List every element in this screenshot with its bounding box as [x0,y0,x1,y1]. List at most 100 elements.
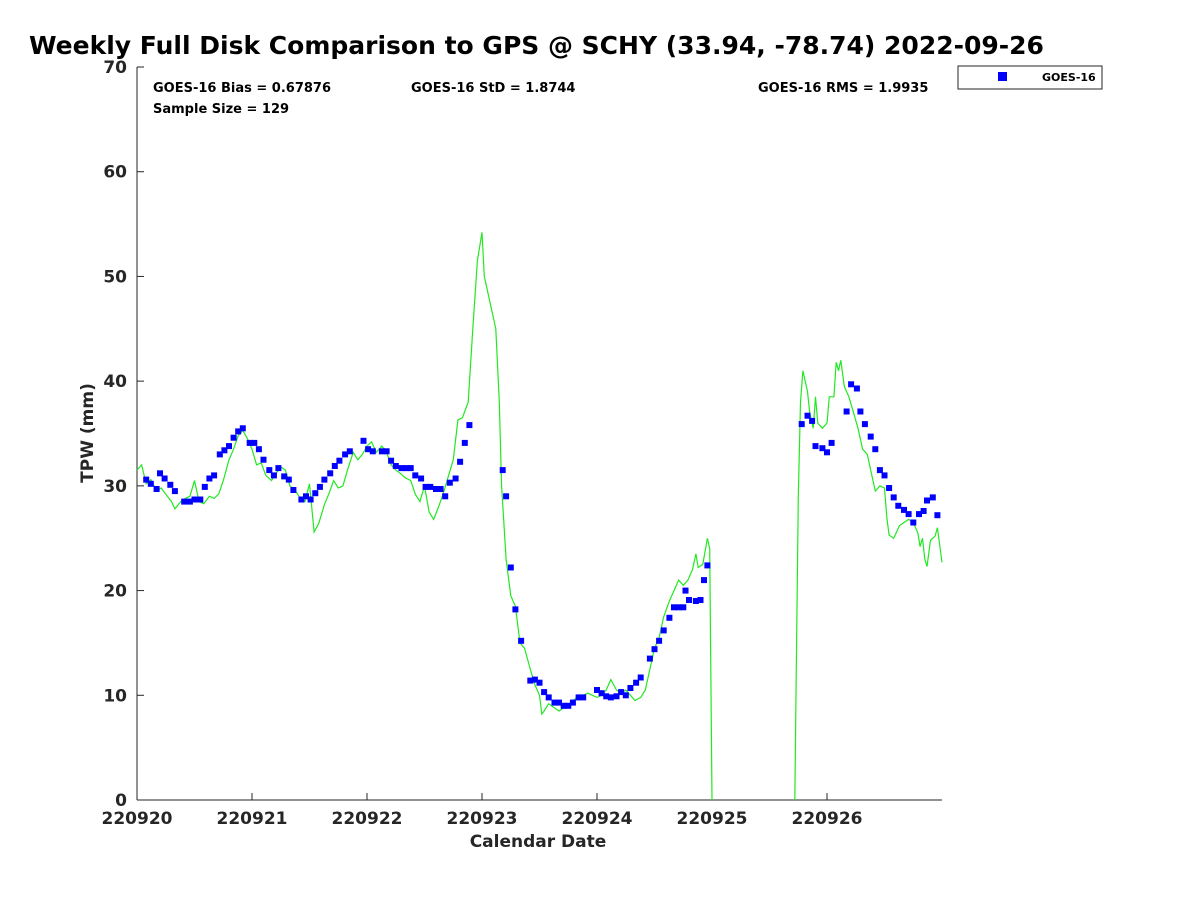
goes-16-point [545,694,552,701]
goes-16-point [651,646,658,653]
goes-16-point [671,604,677,611]
goes-16-point [186,498,193,505]
y-tick-label: 30 [103,477,127,497]
goes-16-point [857,408,864,415]
goes-16-point [221,447,228,454]
goes-16-point [398,465,405,472]
goes-16-point [848,381,855,388]
goes-16-point [266,467,273,474]
goes-16-point [881,472,888,479]
y-tick-label: 50 [103,267,127,287]
goes-16-point [418,475,425,482]
goes-16-point [580,694,587,701]
y-axis-ticks: 0 10 20 30 40 50 60 70 [103,58,144,811]
goes-16-point [365,446,372,453]
goes-16-point [251,439,258,446]
goes-16-point [466,422,473,429]
goes-16-point [407,465,414,472]
goes-16-point [331,463,338,469]
goes-16-point [901,506,907,513]
goes-16-point [682,587,689,594]
goes-16-point [886,485,893,491]
goes-16-point [518,637,525,644]
chart-title: Weekly Full Disk Comparison to GPS @ SCH… [29,31,1044,60]
goes-16-point [594,687,600,693]
goes-16-point [622,692,629,699]
goes-16-point [206,475,213,482]
goes-16-point [598,690,605,697]
goes-16-point [181,498,188,505]
goes-16-point [507,564,514,571]
y-axis-label: TPW (mm) [78,383,98,483]
goes-16-point [167,481,174,488]
goes-16-point [531,676,538,683]
x-axis-label: Calendar Date [470,832,607,852]
goes-16-point [246,439,253,446]
goes-16-point [843,408,850,415]
goes-16-point [216,451,223,458]
legend: GOES-16 [957,65,1103,90]
goes-16-point [499,467,506,474]
goes-16-point [275,465,282,472]
goes-16-point [201,483,208,490]
goes-16-point [316,483,323,490]
legend-box [957,65,1103,90]
goes-16-point [388,457,395,464]
goes-16-point [920,508,927,514]
goes-16-point [646,655,653,662]
goes-16-point [446,479,453,486]
goes-16-point [686,597,692,603]
goes-16-point [461,439,468,446]
goes-16-point [556,699,562,706]
y-tick-label: 60 [103,163,127,183]
goes-16-point [675,604,682,611]
goes-16-point [929,494,936,501]
goes-16-point [321,476,328,483]
goes-16-point [861,421,868,428]
goes-16-point [239,425,246,432]
goes-16-point [607,694,614,701]
goes-16-point [378,448,385,455]
goes-16-point [890,494,897,501]
goes-16-point [565,702,572,709]
rms-stat: GOES-16 RMS = 1.9935 [758,81,928,96]
goes-16-point [143,476,150,483]
x-tick-label: 220921 [217,809,288,829]
goes-16-point [260,456,267,463]
goes-16-point [701,577,707,584]
goes-16-point [910,519,917,526]
goes-16-point [824,449,830,456]
goes-16-point [633,679,640,686]
x-tick-label: 220922 [332,809,403,829]
goes-16-point [798,421,805,428]
goes-16-point [637,674,644,681]
goes-16-point [153,486,160,492]
goes-16-point [804,412,811,419]
goes-16-point [147,480,154,487]
goes-16-point [197,496,204,503]
goes-16-point [285,476,292,483]
y-tick-label: 70 [103,58,127,78]
goes-16-point [613,693,620,700]
goes-16-point [336,457,343,464]
goes-16-point [867,433,874,440]
goes-16-point [298,496,305,503]
goes-16-point [656,637,663,644]
goes-16-point [327,470,334,477]
goes-16-point [916,511,922,518]
goes-16-point [235,428,242,435]
goes-16-point [541,689,548,696]
goes-16-point [383,448,390,455]
goes-16-point [618,689,625,696]
goes-16-point [603,693,610,700]
x-tick-label: 220924 [562,809,633,829]
goes-16-point [346,448,353,455]
goes-16-point [551,699,558,706]
sample-size-stat: Sample Size = 129 [153,102,289,117]
goes-16-point [660,627,667,634]
goes-16-point [704,562,711,569]
goes-16-point [312,490,319,497]
goes-16-point [575,694,582,701]
goes-16-point [171,488,178,495]
